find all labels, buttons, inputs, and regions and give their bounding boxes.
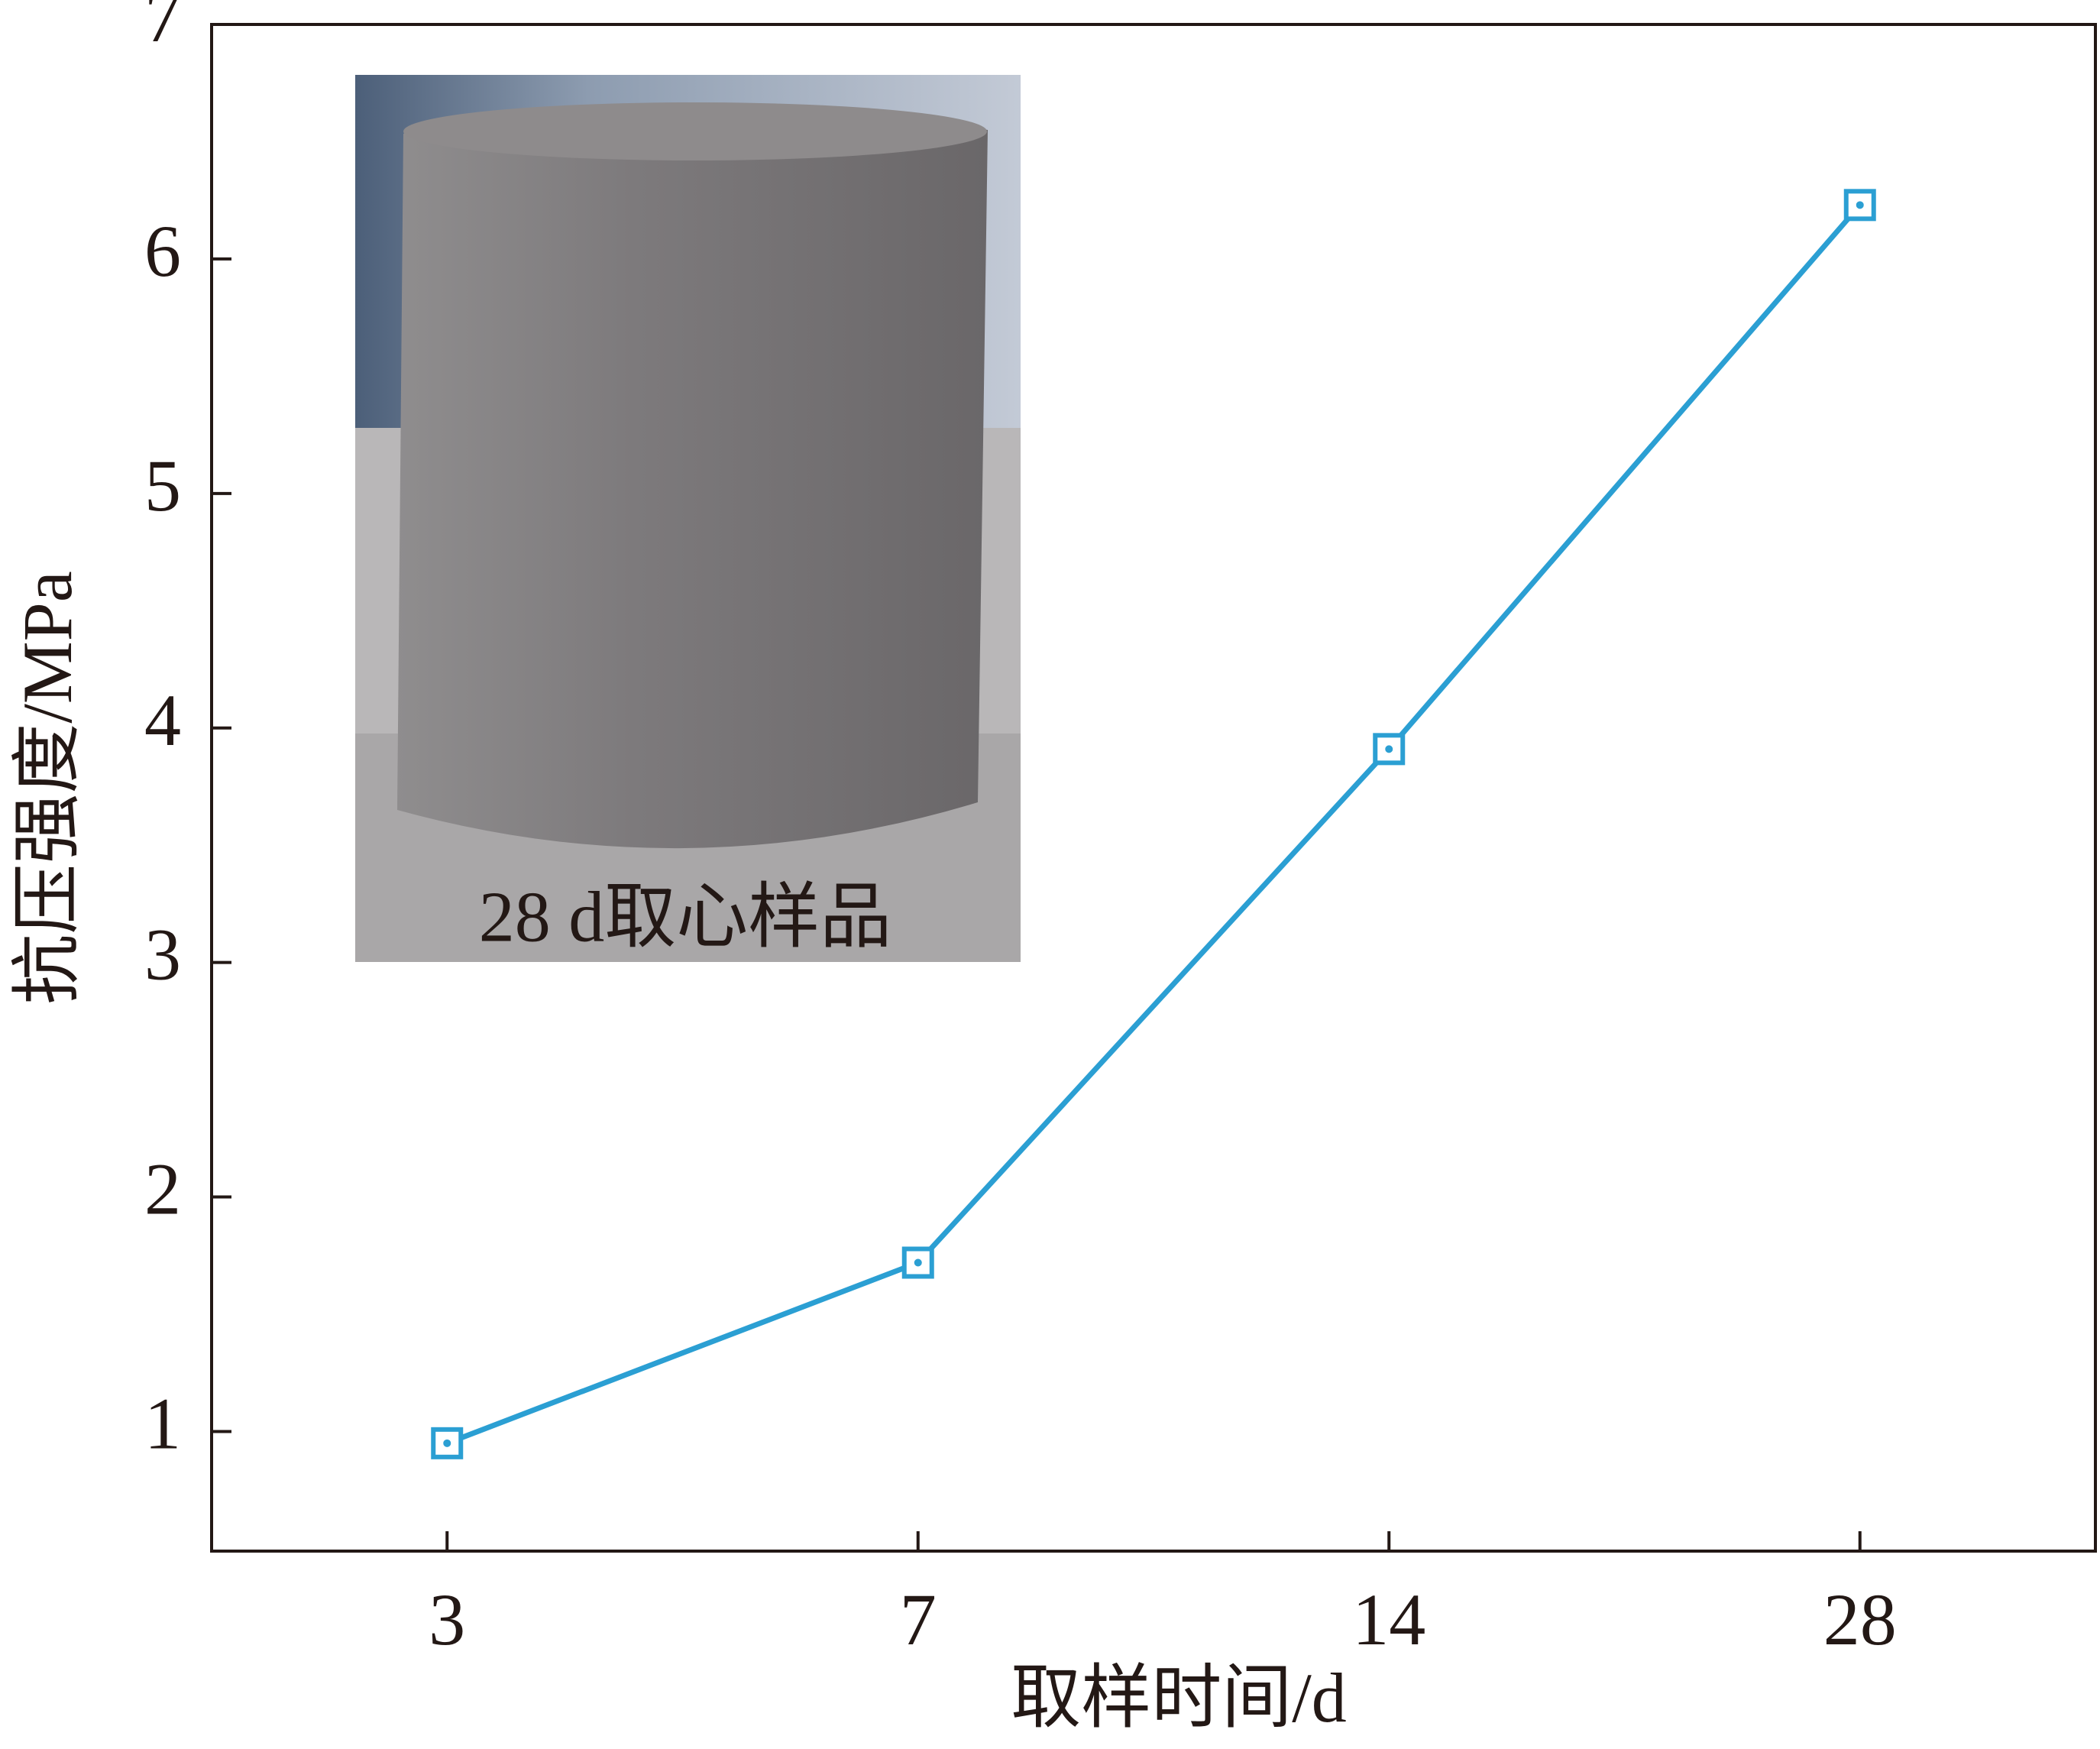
y-tick-label: 4 [144, 679, 181, 761]
y-tick-label: 2 [144, 1148, 181, 1230]
y-tick-label: 6 [144, 210, 181, 292]
y-tick-label: 7 [144, 0, 181, 57]
data-point [901, 1246, 934, 1279]
series-line [445, 203, 1862, 1446]
x-axis-title: 取样时间/d [1011, 1659, 1347, 1737]
y-tick-label: 1 [144, 1383, 181, 1465]
y-axis-title: 抗压强度/MPa [8, 571, 86, 1004]
x-tick-label: 14 [1352, 1579, 1425, 1660]
plot-frame [210, 23, 2097, 1553]
data-point [431, 1427, 464, 1459]
y-tick-label: 5 [144, 445, 181, 526]
data-point [1843, 189, 1876, 222]
data-point [1373, 733, 1406, 766]
x-tick-label: 28 [1823, 1579, 1897, 1660]
inset-photo [355, 75, 1021, 962]
y-tick-label: 3 [144, 914, 181, 996]
x-tick-label: 7 [900, 1579, 937, 1660]
x-tick-label: 3 [429, 1579, 465, 1660]
inset-label: 28 d取心样品 [479, 878, 892, 957]
